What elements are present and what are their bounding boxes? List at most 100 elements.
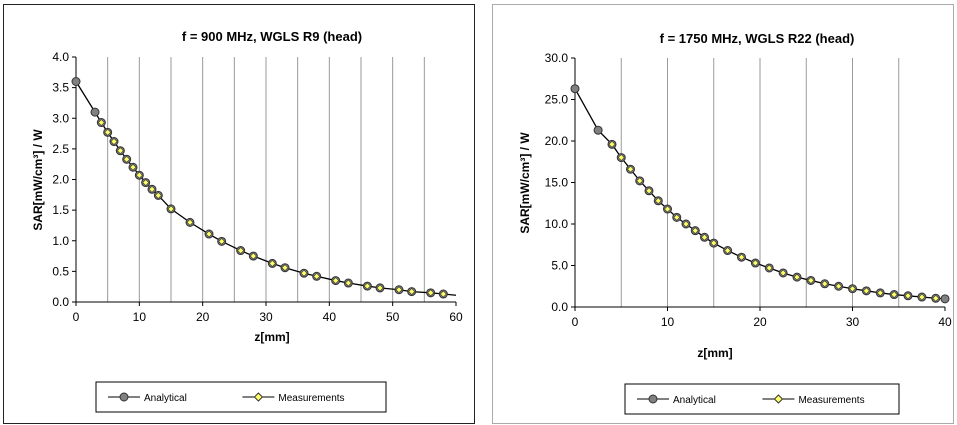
x-tick-label: 20	[753, 315, 767, 329]
x-tick-label: 40	[323, 310, 337, 324]
measurement-point	[129, 163, 137, 171]
measurement-point	[664, 205, 671, 213]
measurement-point	[765, 264, 773, 272]
measurement-point	[691, 227, 699, 235]
measurement-point	[205, 230, 213, 238]
measurement-point	[344, 279, 352, 287]
measurement-point	[142, 179, 150, 186]
measurement-point	[332, 277, 340, 284]
measurement-point	[710, 239, 718, 247]
legend-box	[95, 381, 387, 413]
x-tick-label: 0	[73, 310, 80, 324]
y-tick-label: 2.5	[52, 142, 69, 156]
analytical-point	[940, 294, 950, 304]
x-tick-label: 10	[661, 315, 675, 329]
measurement-point	[104, 128, 112, 136]
measurement-point	[779, 269, 787, 277]
measurement-point	[281, 264, 289, 272]
y-tick-label: 2.0	[52, 173, 69, 187]
x-tick-label: 0	[572, 315, 579, 329]
y-tick-label: 0.5	[52, 264, 69, 278]
measurement-point	[849, 285, 856, 293]
measurement-point	[249, 252, 257, 260]
y-tick-label: 30.0	[545, 51, 569, 65]
y-tick-label: 15.0	[545, 176, 569, 190]
measurement-point	[268, 259, 276, 267]
measurement-point	[439, 290, 447, 298]
measurement-point	[821, 280, 829, 288]
measurement-point	[654, 197, 662, 205]
measurement-point	[408, 288, 416, 296]
measurement-point	[673, 213, 681, 221]
y-tick-label: 1.5	[52, 203, 69, 217]
chart-900mhz: f = 900 MHz, WGLS R9 (head) z[mm] SAR[mW…	[31, 29, 463, 413]
measurement-point	[636, 177, 644, 185]
measurement-point	[116, 147, 124, 155]
y-tick-label: 3.5	[52, 81, 69, 95]
analytical-point	[71, 77, 81, 86]
y-axis-label: SAR[mW/cm³] / W	[518, 132, 532, 234]
measurement-point	[300, 269, 308, 277]
y-tick-label: 25.0	[545, 93, 569, 107]
measurement-point	[395, 286, 403, 294]
chart-panel-1750mhz: f = 1750 MHz, WGLS R22 (head) z[mm] SAR[…	[492, 4, 954, 424]
y-tick-label: 4.0	[52, 50, 69, 64]
measurement-point	[751, 259, 759, 267]
y-tick-label: 0.0	[52, 295, 69, 309]
measurement-point	[608, 140, 616, 148]
measurement-point	[701, 233, 708, 241]
measurement-point	[918, 293, 926, 301]
measurement-point	[862, 287, 870, 295]
y-axis-label: SAR[mW/cm³] / W	[31, 129, 45, 231]
measurement-point	[123, 155, 131, 163]
chart-title: f = 900 MHz, WGLS R9 (head)	[182, 29, 362, 44]
x-tick-label: 20	[196, 310, 210, 324]
y-tick-label: 0.0	[551, 300, 568, 314]
legend-marker-analytical	[648, 394, 658, 404]
measurement-point	[793, 273, 801, 281]
legend-marker-measurements	[773, 394, 784, 404]
analytical-point	[570, 84, 580, 94]
y-tick-label: 3.0	[52, 111, 69, 125]
legend-label-analytical: Analytical	[144, 393, 187, 404]
x-axis-label: z[mm]	[254, 330, 289, 344]
x-axis-label: z[mm]	[697, 346, 732, 360]
measurement-point	[376, 284, 384, 292]
x-tick-label: 60	[449, 310, 463, 324]
x-tick-label: 40	[938, 315, 952, 329]
legend-marker-measurements	[253, 392, 264, 402]
measurement-point	[890, 291, 898, 298]
legend-label-measurements: Measurements	[278, 393, 344, 404]
legend-box	[624, 383, 900, 415]
measurement-point	[876, 289, 884, 297]
measurement-point	[186, 218, 194, 226]
measurement-point	[682, 220, 690, 228]
chart-1750mhz: f = 1750 MHz, WGLS R22 (head) z[mm] SAR[…	[518, 31, 952, 415]
measurement-point	[807, 277, 815, 284]
analytical-point	[593, 125, 603, 135]
measurement-point	[167, 205, 175, 213]
y-tick-label: 5.0	[551, 259, 568, 273]
measurement-point	[617, 154, 625, 162]
measurement-point	[627, 165, 634, 173]
measurement-point	[97, 119, 105, 126]
chart-panel-900mhz: f = 900 MHz, WGLS R9 (head) z[mm] SAR[mW…	[3, 4, 475, 424]
legend-marker-analytical	[119, 392, 129, 402]
legend-label-measurements: Measurements	[798, 395, 864, 406]
y-tick-label: 10.0	[545, 217, 569, 231]
chart-title: f = 1750 MHz, WGLS R22 (head)	[660, 31, 855, 46]
measurement-point	[932, 294, 940, 302]
measurement-point	[313, 272, 321, 280]
measurement-point	[110, 138, 118, 145]
legend-label-analytical: Analytical	[673, 395, 716, 406]
measurement-point	[427, 289, 435, 297]
x-tick-label: 50	[386, 310, 400, 324]
measurement-point	[645, 187, 653, 195]
measurement-point	[135, 171, 143, 179]
x-tick-label: 10	[133, 310, 147, 324]
x-tick-label: 30	[846, 315, 860, 329]
measurement-point	[154, 192, 162, 199]
measurement-point	[724, 247, 732, 254]
measurement-point	[148, 185, 156, 193]
measurement-point	[904, 292, 912, 300]
